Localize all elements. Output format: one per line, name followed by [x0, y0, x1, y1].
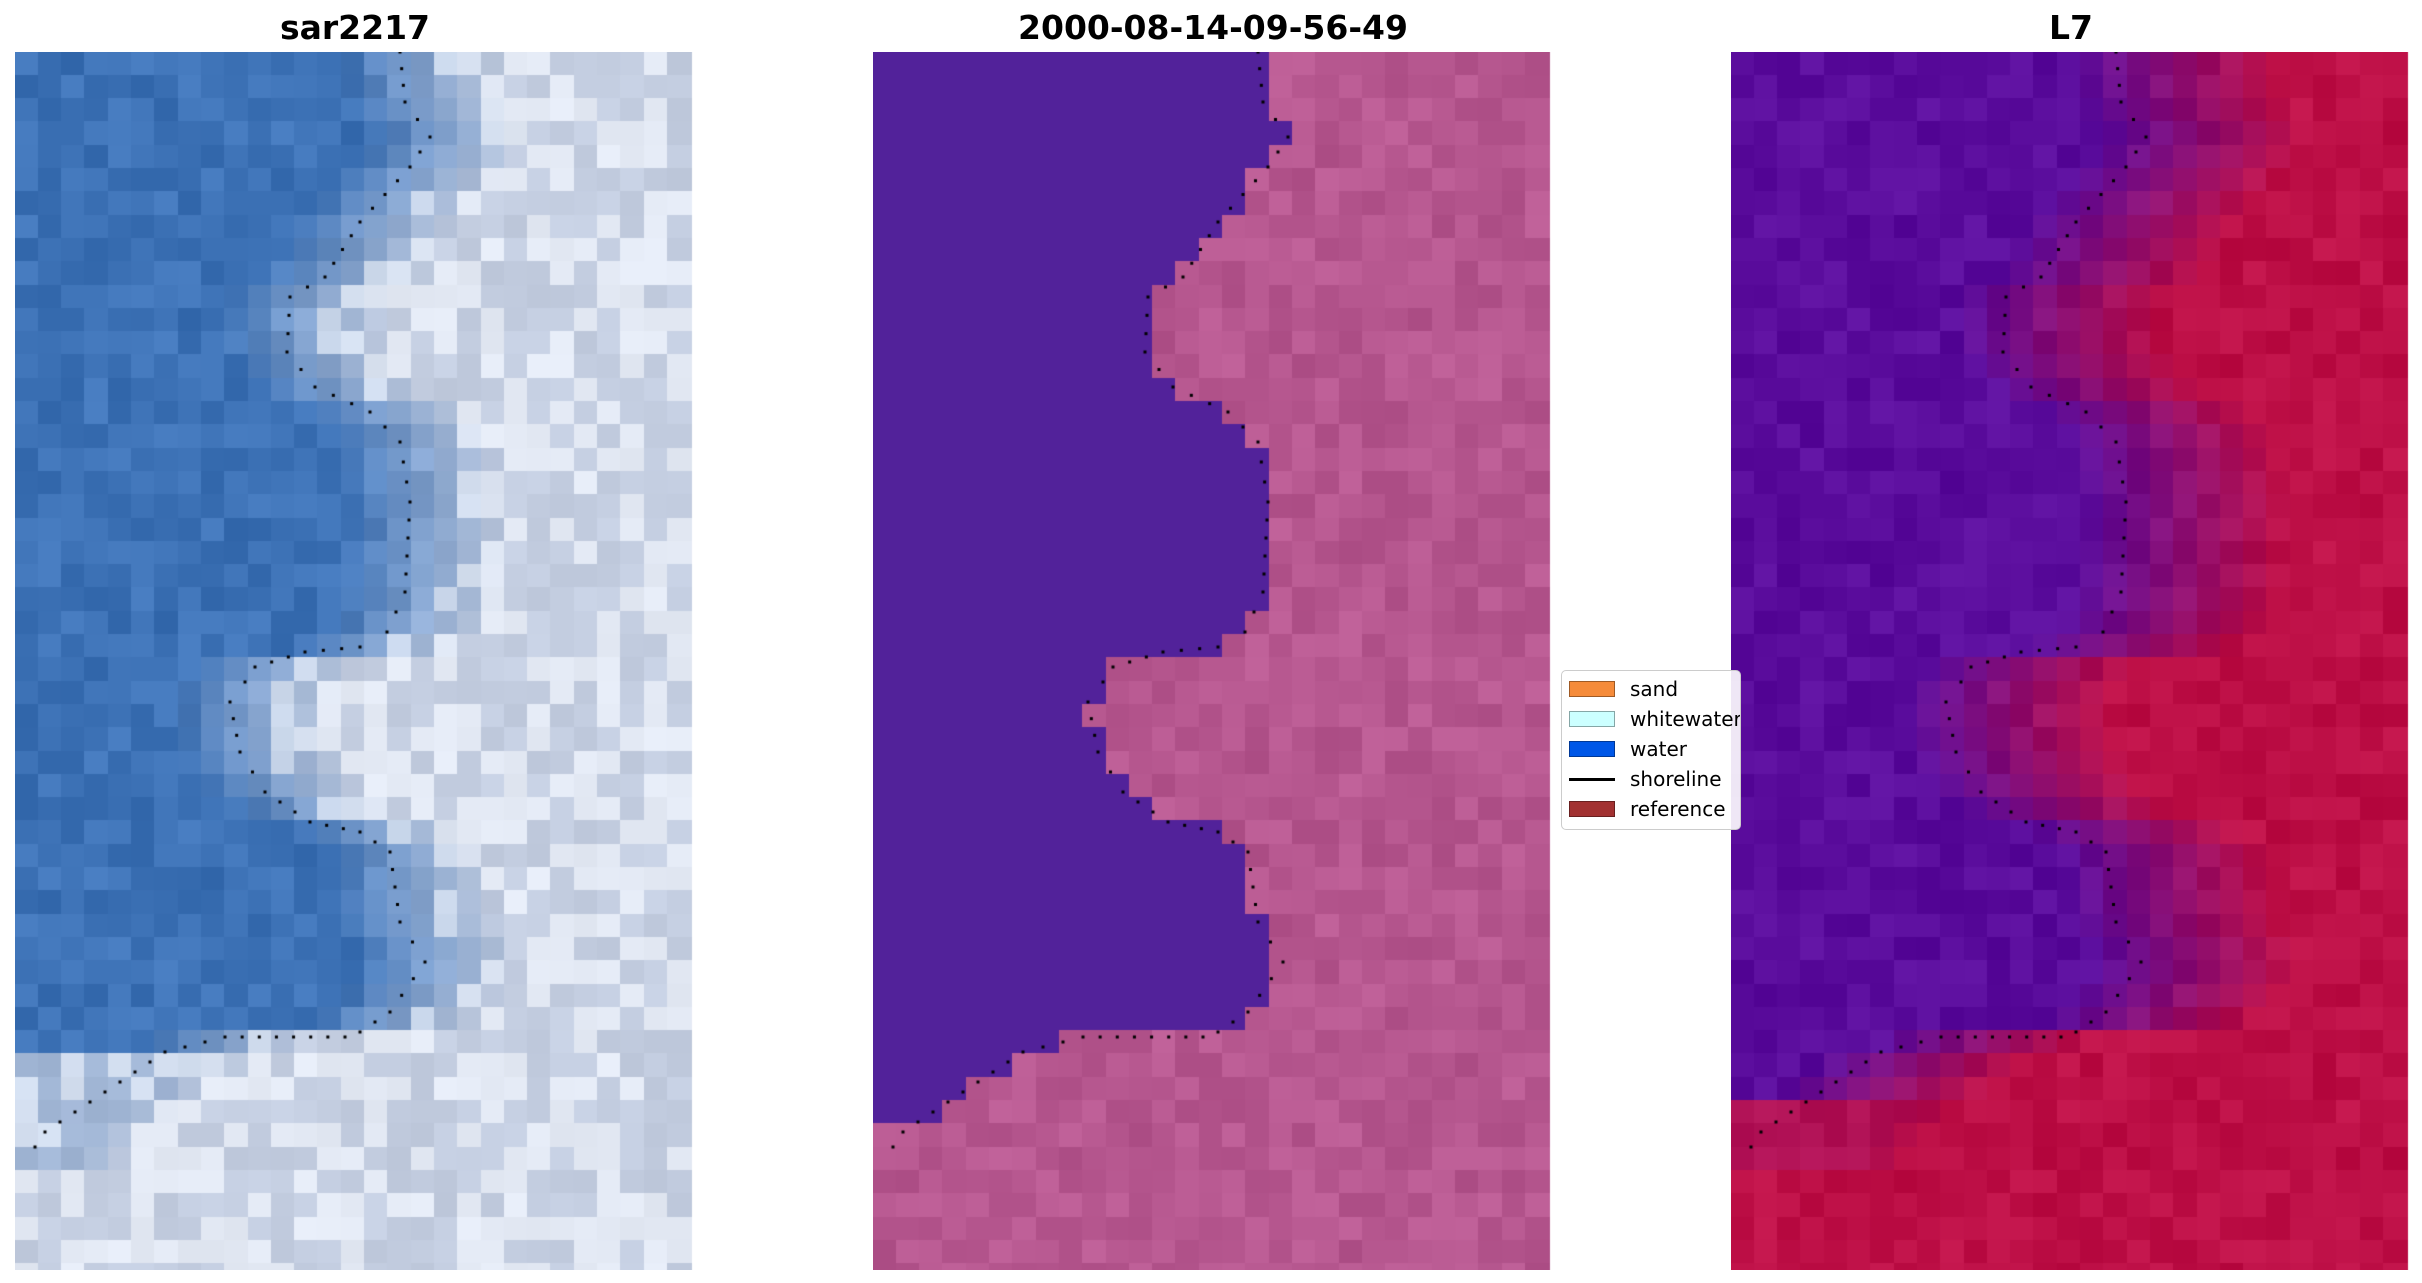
panel-title-right: L7 [2049, 8, 2093, 47]
legend-label-water: water [1630, 737, 1687, 761]
legend-label-sand: sand [1630, 677, 1679, 701]
panel-title-left: sar2217 [279, 8, 431, 47]
legend-item-water: water [1562, 737, 1740, 761]
index-image-panel [1731, 52, 2411, 1270]
legend-item-shoreline: shoreline [1562, 767, 1740, 791]
whitewater-swatch [1569, 711, 1615, 727]
legend-label-whitewater: whitewater [1630, 707, 1741, 731]
panel-title-middle: 2000-08-14-09-56-49 [1018, 8, 1408, 47]
classified-image-panel [873, 52, 1553, 1270]
index-image [1731, 52, 2411, 1270]
satellite-image [15, 52, 695, 1270]
legend-item-sand: sand [1562, 677, 1740, 701]
reference-swatch [1569, 801, 1615, 817]
satellite-image-panel [15, 52, 695, 1270]
classified-image [873, 52, 1553, 1270]
sand-swatch [1569, 681, 1615, 697]
legend-label-reference: reference [1630, 797, 1726, 821]
legend-item-reference: reference [1562, 797, 1740, 821]
legend: sand whitewater water shoreline referenc… [1561, 670, 1741, 830]
legend-item-whitewater: whitewater [1562, 707, 1741, 731]
legend-label-shoreline: shoreline [1630, 767, 1722, 791]
water-swatch [1569, 741, 1615, 757]
shoreline-line-swatch [1569, 778, 1615, 781]
